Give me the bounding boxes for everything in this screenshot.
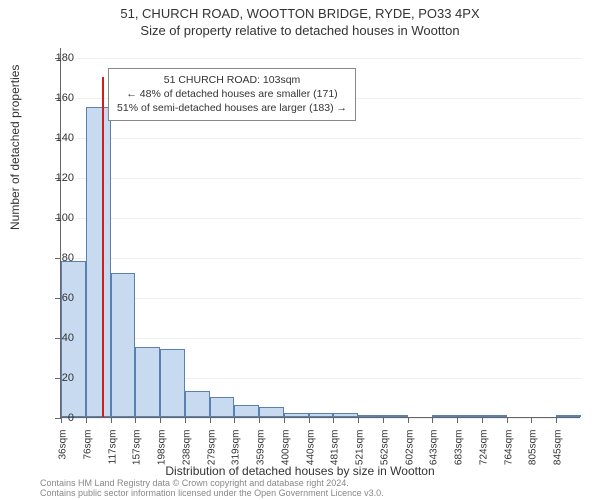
x-tick <box>259 417 260 423</box>
x-tick <box>333 417 334 423</box>
x-tick-label: 440sqm <box>305 430 316 480</box>
y-axis-label: Number of detached properties <box>8 65 22 230</box>
histogram-bar <box>556 415 581 417</box>
x-tick <box>185 417 186 423</box>
gridline <box>61 58 581 59</box>
y-tick <box>55 258 61 259</box>
histogram-bar <box>135 347 160 417</box>
x-tick <box>234 417 235 423</box>
x-tick <box>556 417 557 423</box>
y-tick-label: 40 <box>62 332 74 344</box>
gridline <box>61 178 581 179</box>
x-tick <box>432 417 433 423</box>
x-tick <box>210 417 211 423</box>
gridline <box>61 218 581 219</box>
gridline <box>61 138 581 139</box>
annotation-line: 51% of semi-detached houses are larger (… <box>117 101 347 115</box>
histogram-bar <box>86 107 111 417</box>
y-tick-label: 160 <box>56 92 74 104</box>
x-tick-label: 724sqm <box>478 430 489 480</box>
x-tick-label: 36sqm <box>58 430 69 480</box>
histogram-bar <box>210 397 235 417</box>
histogram-bar <box>457 415 482 417</box>
chart-title-sub: Size of property relative to detached ho… <box>0 21 600 38</box>
histogram-bar <box>259 407 284 417</box>
marker-line <box>102 77 104 417</box>
x-tick <box>284 417 285 423</box>
x-tick-label: 279sqm <box>206 430 217 480</box>
histogram-bar <box>432 415 457 417</box>
annotation-box: 51 CHURCH ROAD: 103sqm← 48% of detached … <box>108 68 356 121</box>
y-tick-label: 20 <box>62 372 74 384</box>
histogram-bar <box>284 413 309 417</box>
annotation-line: ← 48% of detached houses are smaller (17… <box>117 87 347 101</box>
x-tick <box>86 417 87 423</box>
histogram-bar <box>309 413 334 417</box>
credit-line-2: Contains public sector information licen… <box>40 489 384 498</box>
x-tick-label: 238sqm <box>181 430 192 480</box>
y-tick-label: 100 <box>56 212 74 224</box>
y-tick-label: 0 <box>68 412 74 424</box>
chart-title-main: 51, CHURCH ROAD, WOOTTON BRIDGE, RYDE, P… <box>0 0 600 21</box>
x-tick-label: 845sqm <box>553 430 564 480</box>
x-tick <box>507 417 508 423</box>
x-tick-label: 481sqm <box>330 430 341 480</box>
x-tick-label: 562sqm <box>379 430 390 480</box>
x-tick-label: 359sqm <box>256 430 267 480</box>
x-tick <box>457 417 458 423</box>
credits: Contains HM Land Registry data © Crown c… <box>40 479 384 498</box>
histogram-bar <box>482 415 507 417</box>
x-tick <box>61 417 62 423</box>
x-tick <box>383 417 384 423</box>
gridline <box>61 338 581 339</box>
x-tick <box>408 417 409 423</box>
histogram-bar <box>185 391 210 417</box>
x-tick <box>358 417 359 423</box>
x-tick-label: 602sqm <box>404 430 415 480</box>
x-tick-label: 157sqm <box>132 430 143 480</box>
x-tick-label: 643sqm <box>429 430 440 480</box>
x-tick-label: 76sqm <box>82 430 93 480</box>
x-tick <box>160 417 161 423</box>
histogram-bar <box>111 273 136 417</box>
x-tick-label: 683sqm <box>454 430 465 480</box>
y-tick-label: 80 <box>62 252 74 264</box>
gridline <box>61 258 581 259</box>
chart-container: 51, CHURCH ROAD, WOOTTON BRIDGE, RYDE, P… <box>0 0 600 500</box>
x-tick-label: 400sqm <box>280 430 291 480</box>
plot-area: 51 CHURCH ROAD: 103sqm← 48% of detached … <box>60 48 580 418</box>
y-tick-label: 140 <box>56 132 74 144</box>
y-tick-label: 120 <box>56 172 74 184</box>
chart-area: 51 CHURCH ROAD: 103sqm← 48% of detached … <box>60 48 580 418</box>
x-tick-label: 319sqm <box>231 430 242 480</box>
x-tick-label: 764sqm <box>503 430 514 480</box>
x-tick-label: 805sqm <box>528 430 539 480</box>
x-tick <box>531 417 532 423</box>
annotation-line: 51 CHURCH ROAD: 103sqm <box>117 73 347 87</box>
histogram-bar <box>358 415 383 417</box>
histogram-bar <box>333 413 358 417</box>
x-tick <box>309 417 310 423</box>
x-tick-label: 117sqm <box>107 430 118 480</box>
histogram-bar <box>383 415 408 417</box>
x-tick-label: 198sqm <box>157 430 168 480</box>
x-tick <box>135 417 136 423</box>
x-tick <box>482 417 483 423</box>
y-tick-label: 60 <box>62 292 74 304</box>
y-tick-label: 180 <box>56 52 74 64</box>
gridline <box>61 418 581 419</box>
x-tick-label: 521sqm <box>355 430 366 480</box>
histogram-bar <box>160 349 185 417</box>
x-tick <box>111 417 112 423</box>
histogram-bar <box>234 405 259 417</box>
gridline <box>61 298 581 299</box>
